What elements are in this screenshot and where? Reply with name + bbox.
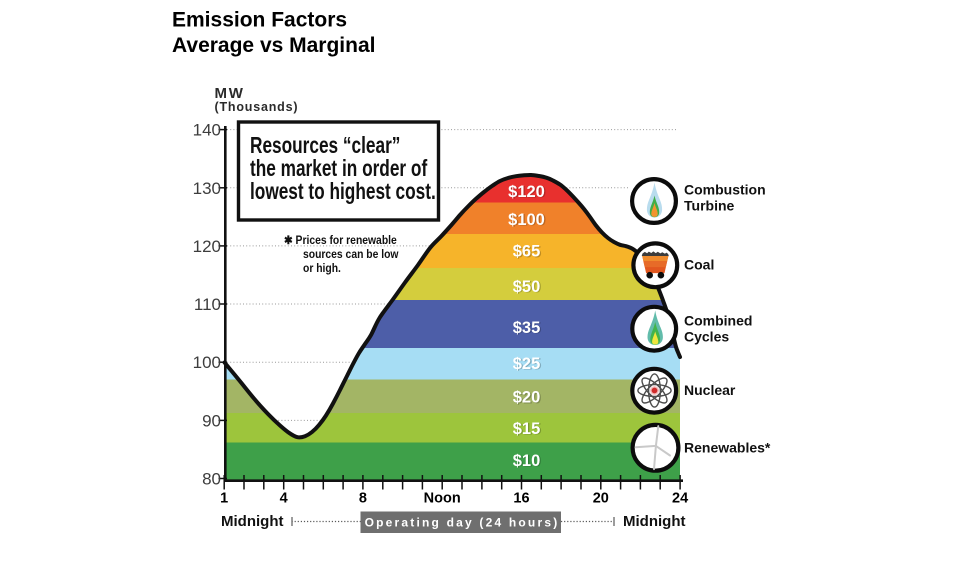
svg-text:140: 140: [193, 121, 221, 140]
svg-text:Midnight: Midnight: [623, 513, 685, 530]
svg-text:4: 4: [280, 491, 288, 507]
svg-text:$15: $15: [513, 420, 541, 438]
svg-text:Combustion: Combustion: [684, 182, 766, 198]
svg-text:Noon: Noon: [424, 491, 461, 507]
svg-text:$20: $20: [514, 389, 542, 407]
svg-text:$65: $65: [513, 243, 541, 261]
svg-text:$120: $120: [509, 184, 546, 202]
svg-text:Operating day (24 hours): Operating day (24 hours): [365, 516, 560, 530]
svg-text:8: 8: [359, 491, 367, 507]
svg-text:Resources “clear”: Resources “clear”: [250, 134, 400, 159]
svg-text:Nuclear: Nuclear: [684, 382, 736, 398]
svg-text:$10: $10: [514, 453, 542, 471]
svg-text:MW: MW: [215, 85, 245, 102]
svg-text:130: 130: [193, 179, 221, 198]
svg-text:1: 1: [220, 491, 228, 507]
svg-text:Renewables*: Renewables*: [684, 440, 771, 456]
svg-text:$20: $20: [513, 389, 541, 407]
svg-text:$120: $120: [508, 183, 545, 201]
svg-text:$50: $50: [514, 279, 542, 297]
svg-text:100: 100: [193, 353, 221, 372]
svg-text:✱ Prices for renewable: ✱ Prices for renewable: [284, 235, 397, 248]
svg-text:$25: $25: [514, 356, 542, 374]
svg-text:$100: $100: [509, 212, 546, 230]
svg-text:Coal: Coal: [684, 257, 714, 273]
svg-text:lowest to highest cost.: lowest to highest cost.: [250, 180, 436, 205]
svg-text:$15: $15: [514, 421, 542, 439]
svg-text:20: 20: [593, 491, 609, 507]
svg-text:110: 110: [194, 295, 221, 314]
svg-text:90: 90: [202, 411, 221, 430]
svg-text:Average vs Marginal: Average vs Marginal: [172, 34, 375, 57]
svg-text:Emission Factors: Emission Factors: [172, 9, 347, 32]
svg-text:24: 24: [672, 491, 688, 507]
svg-text:$35: $35: [514, 320, 542, 338]
svg-text:16: 16: [513, 491, 529, 507]
svg-text:120: 120: [193, 237, 221, 256]
svg-text:Cycles: Cycles: [684, 329, 729, 345]
svg-text:Turbine: Turbine: [684, 198, 735, 214]
svg-text:the market in order of: the market in order of: [250, 157, 427, 182]
svg-text:$10: $10: [513, 452, 541, 470]
svg-text:$25: $25: [513, 355, 541, 373]
svg-text:$35: $35: [513, 319, 541, 337]
svg-text:or high.: or high.: [303, 263, 341, 276]
svg-text:Combined: Combined: [684, 313, 752, 329]
svg-text:$65: $65: [514, 243, 542, 261]
svg-text:Midnight: Midnight: [221, 513, 283, 530]
svg-text:sources can be low: sources can be low: [303, 249, 399, 262]
svg-text:(Thousands): (Thousands): [215, 100, 299, 114]
svg-text:$100: $100: [508, 211, 545, 229]
svg-text:80: 80: [202, 470, 221, 489]
svg-text:$50: $50: [513, 278, 541, 296]
